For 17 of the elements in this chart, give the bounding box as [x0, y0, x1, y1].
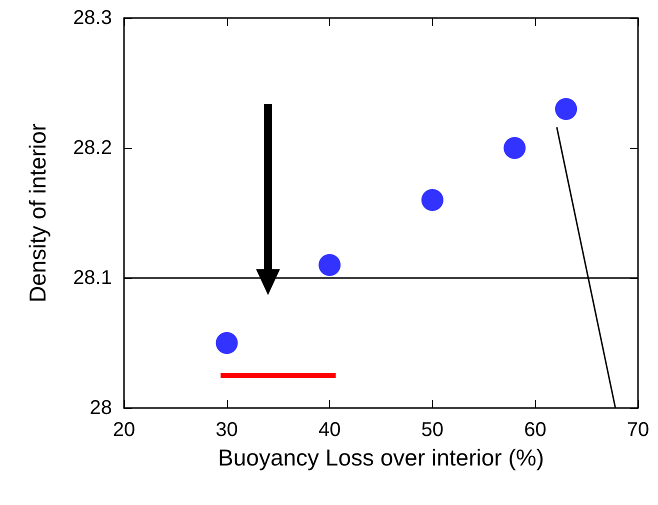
point — [318, 254, 341, 276]
point — [504, 137, 526, 159]
y-tick-label: 28.2 — [73, 137, 112, 159]
x-tick-label: 30 — [216, 419, 238, 441]
y-tick-label: 28.1 — [73, 267, 112, 289]
point — [216, 332, 238, 354]
y-tick-label: 28.3 — [73, 7, 112, 29]
x-tick-label: 60 — [524, 419, 546, 441]
point — [555, 98, 578, 120]
x-tick-label: 20 — [112, 419, 136, 441]
x-tick-label: 50 — [421, 419, 444, 441]
y-axis-title: Density of interior — [24, 123, 50, 302]
point — [421, 189, 444, 211]
x-tick-label: 40 — [318, 419, 341, 441]
x-axis-title: Buoyancy Loss over interior (%) — [218, 444, 544, 470]
x-tick-label: 70 — [626, 419, 650, 441]
y-tick-label: 28 — [90, 397, 112, 419]
